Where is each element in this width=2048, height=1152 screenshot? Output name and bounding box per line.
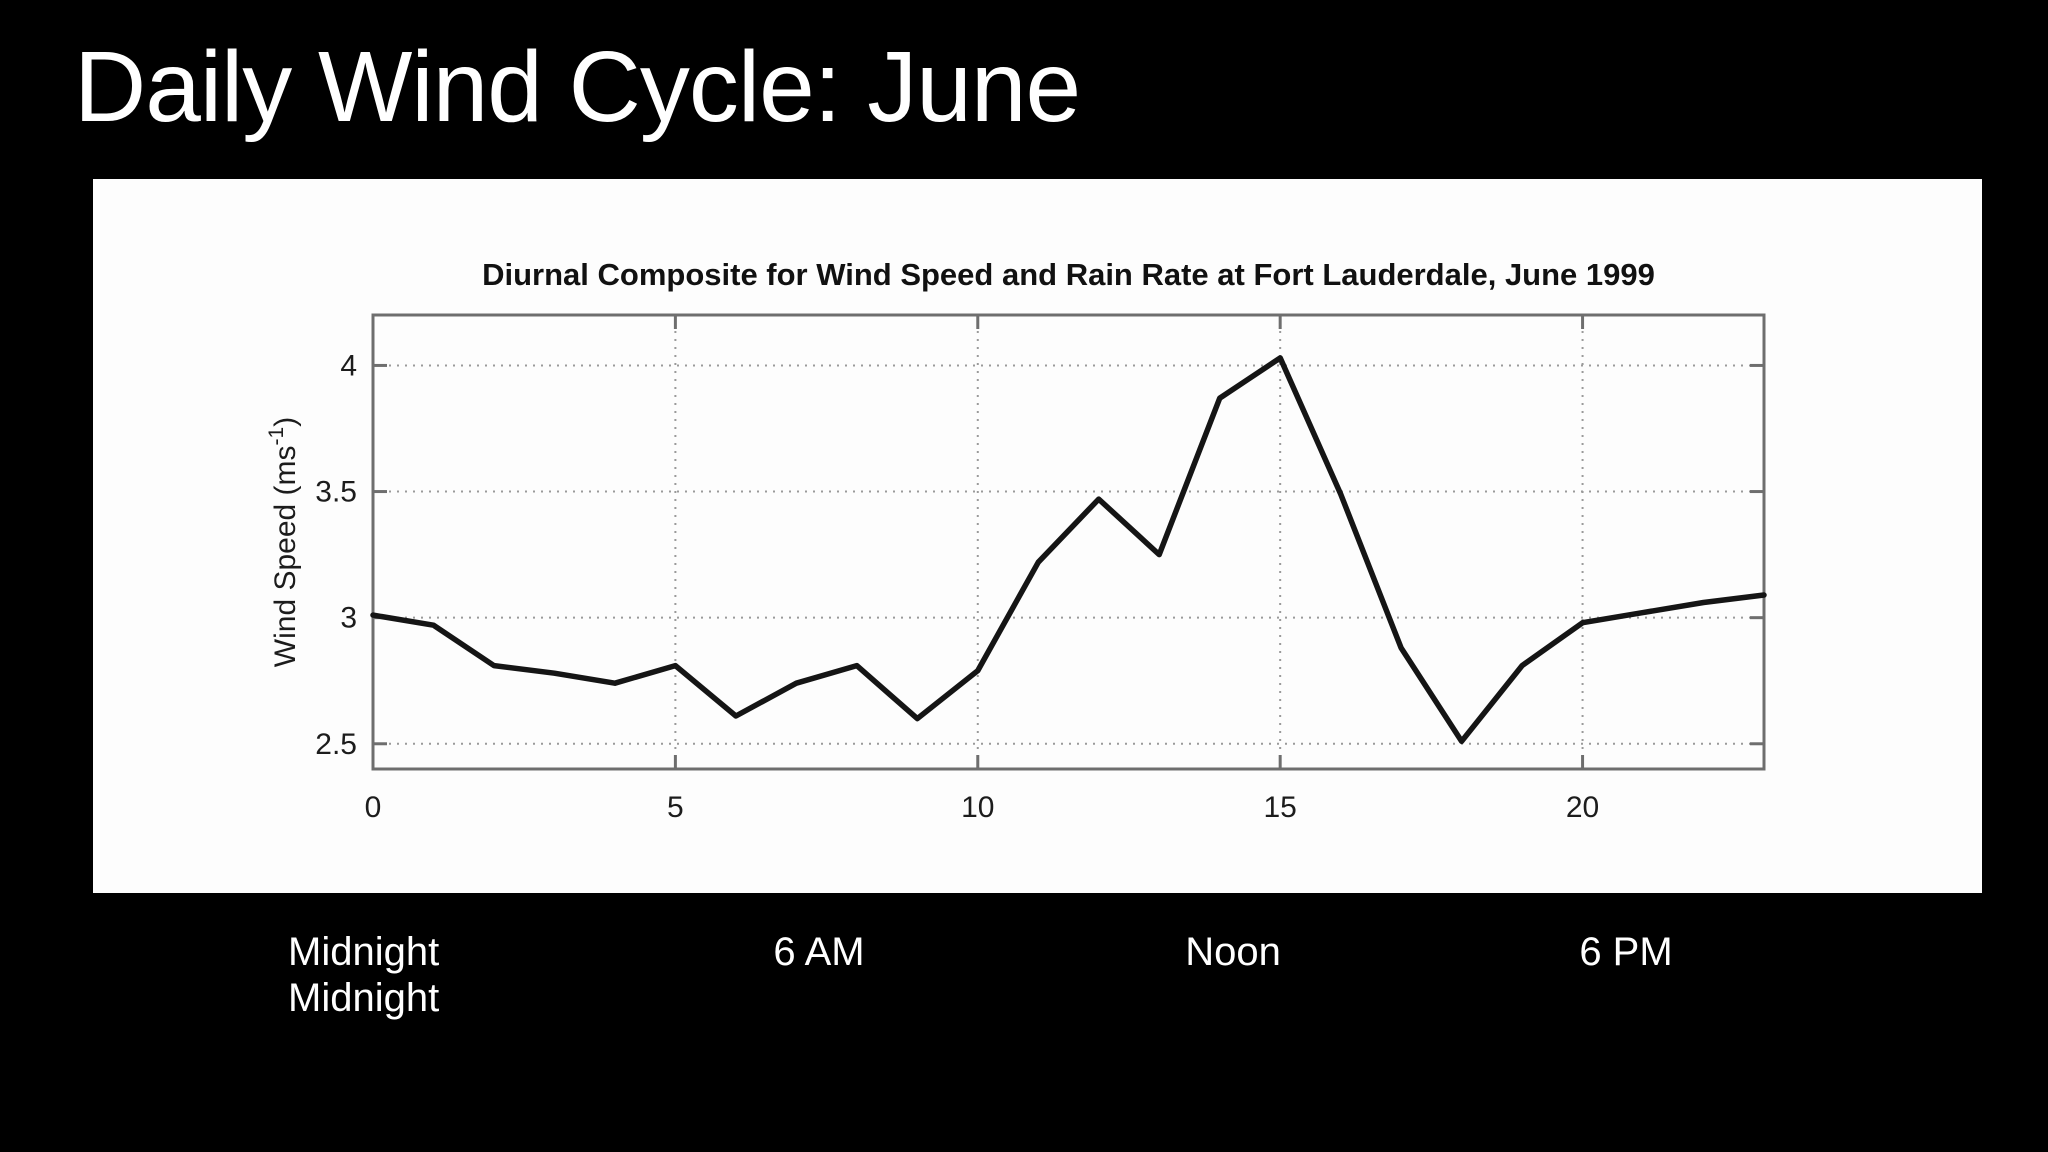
caption-midnight-wrapped: Midnight xyxy=(288,976,440,1020)
caption-6am: 6 AM xyxy=(773,930,865,974)
x-tick-label: 5 xyxy=(667,791,684,824)
y-tick-label: 3 xyxy=(340,602,357,635)
x-tick-label: 10 xyxy=(961,791,994,824)
wind-speed-chart: 0 5 10 15 20 2.5 3 3.5 4 Diurnal Composite for Wi… xyxy=(265,257,1767,824)
x-tick-label: 20 xyxy=(1566,791,1599,824)
y-tick-label: 4 xyxy=(340,349,357,382)
figure-title: Diurnal Composite for Wind Speed and Rai… xyxy=(482,257,1655,292)
y-tick-label: 2.5 xyxy=(315,728,357,761)
chart-figure: 0 5 10 15 20 2.5 3 3.5 4 Diurnal Composite for Wi… xyxy=(93,179,1982,893)
y-tick-label: 3.5 xyxy=(315,476,357,509)
plot-frame xyxy=(371,313,1766,771)
y-axis-label: Wind Speed (ms-1) xyxy=(265,417,302,667)
caption-6pm: 6 PM xyxy=(1579,930,1673,974)
wind-speed-series-line xyxy=(370,355,1767,745)
caption-noon: Noon xyxy=(1185,930,1281,974)
x-tick-label: 15 xyxy=(1263,791,1296,824)
caption-midnight: Midnight xyxy=(288,930,440,974)
x-tick-label: 0 xyxy=(365,791,382,824)
slide-title: Daily Wind Cycle: June xyxy=(74,31,1081,143)
